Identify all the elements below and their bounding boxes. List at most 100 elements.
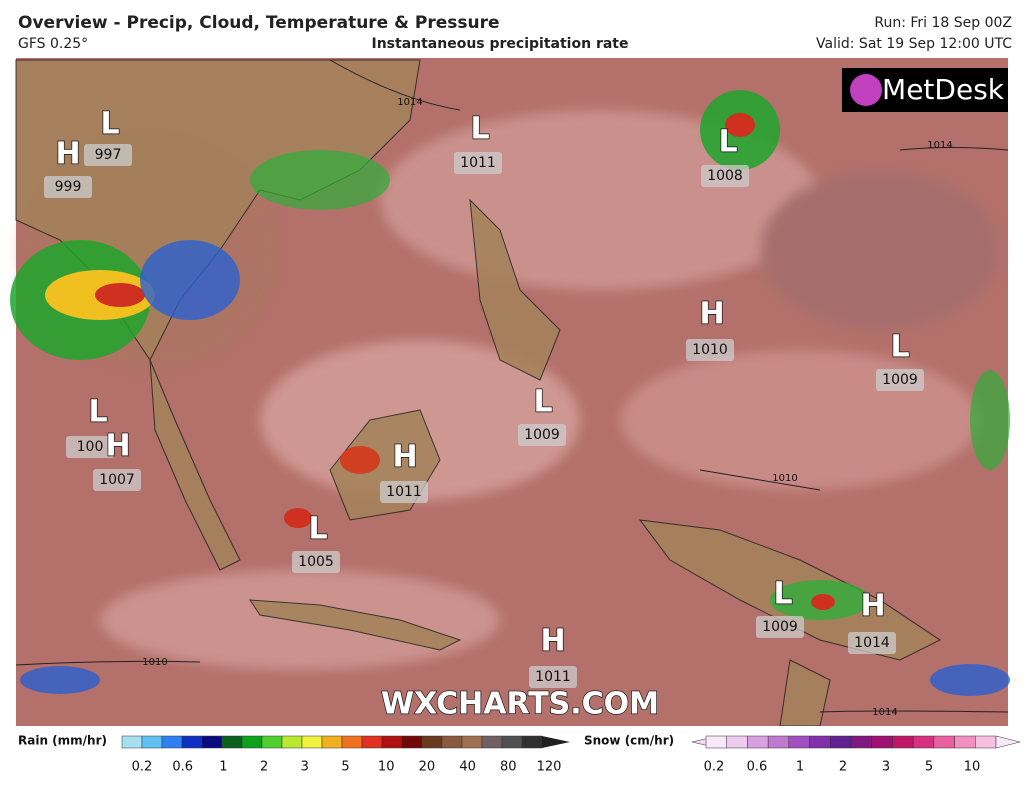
- snow-swatch: [892, 735, 914, 749]
- pressure-symbol: H: [105, 429, 130, 464]
- pressure-value: 1007: [99, 472, 135, 488]
- rain-swatch: [281, 735, 303, 749]
- pressure-symbol: L: [308, 512, 327, 547]
- rain-tick-label: 2: [260, 760, 268, 775]
- pressure-symbol: H: [392, 440, 417, 475]
- pressure-value: 100: [77, 439, 104, 455]
- pressure-value: 1011: [460, 155, 496, 171]
- pressure-symbol: L: [718, 125, 737, 160]
- pressure-label-box: [876, 369, 924, 391]
- snow-swatch: [788, 735, 810, 749]
- rain-tick-label: 10: [378, 760, 395, 775]
- rain-tick-label: 40: [459, 760, 476, 775]
- rain-swatch: [441, 735, 463, 749]
- rain-swatch: [381, 735, 403, 749]
- rain-tick-label: 80: [500, 760, 517, 775]
- pressure-symbol: H: [699, 297, 724, 332]
- pressure-label-box: [848, 632, 896, 654]
- rain-tick-label: 0.2: [132, 760, 153, 775]
- snow-tick-label: 0.6: [747, 760, 768, 775]
- subtitle: Instantaneous precipitation rate: [372, 36, 629, 52]
- pressure-value: 1009: [762, 619, 798, 635]
- rain-swatch: [141, 735, 163, 749]
- watermark: WXCHARTS.COM: [381, 687, 659, 722]
- snow-swatch: [954, 735, 976, 749]
- pressure-symbol: H: [540, 624, 565, 659]
- rain-swatch: [481, 735, 503, 749]
- logo-text: MetDesk: [882, 73, 1005, 106]
- rain-swatch: [201, 735, 223, 749]
- rain-swatch: [241, 735, 263, 749]
- rain-arrow: [542, 736, 570, 748]
- snow-swatch: [912, 735, 935, 749]
- map-area: [10, 58, 1010, 727]
- rain-swatch: [401, 735, 423, 749]
- title: Overview - Precip, Cloud, Temperature & …: [18, 13, 500, 33]
- pressure-value: 1011: [386, 484, 422, 500]
- snow-tick-label: 5: [925, 760, 933, 775]
- model: GFS 0.25°: [18, 36, 88, 52]
- rain-swatch: [181, 735, 203, 749]
- run: Run: Fri 18 Sep 00Z: [874, 15, 1012, 31]
- rain-swatch: [501, 735, 523, 749]
- pressure-symbol: L: [470, 112, 489, 147]
- isobar-label: 1014: [927, 140, 952, 151]
- isobars: [15, 59, 1009, 713]
- pressure-value: 1009: [882, 372, 918, 388]
- rain-swatch: [161, 735, 183, 749]
- rain-swatch: [261, 735, 283, 749]
- rain-swatch: [321, 735, 343, 749]
- pressure-value: 999: [55, 179, 82, 195]
- snow-swatch: [850, 735, 872, 749]
- snow-swatch: [809, 735, 831, 749]
- pressure-symbol: L: [533, 385, 552, 420]
- pressure-label-box: [380, 481, 428, 503]
- rain-tick-label: 3: [301, 760, 309, 775]
- snow-swatch: [933, 735, 955, 749]
- rain-tick-label: 1: [219, 760, 227, 775]
- rain-tick-label: 0.6: [172, 760, 193, 775]
- snow-tick-label: 1: [796, 760, 804, 775]
- snow-swatch: [747, 735, 769, 749]
- snow-arrow-end: [995, 735, 1021, 749]
- pressure-label-box: [93, 469, 141, 491]
- snow-tick-label: 3: [882, 760, 890, 775]
- rain-swatch: [341, 735, 363, 749]
- rain-swatch: [301, 735, 323, 749]
- pressure-label-box: [84, 144, 132, 166]
- pressure-symbol: L: [773, 577, 792, 612]
- precipitation: [10, 90, 1010, 696]
- pressure-label-box: [686, 339, 734, 361]
- snow-swatch: [830, 735, 852, 749]
- pressure-label-box: [44, 176, 92, 198]
- pressure-value: 1008: [707, 168, 743, 184]
- pressure-label-box: [454, 152, 502, 174]
- snow-legend-title: Snow (cm/hr): [584, 734, 674, 748]
- snow-swatch: [705, 735, 727, 749]
- snow-tick-label: 10: [964, 760, 981, 775]
- isobar-label: 1014: [397, 97, 422, 108]
- snow-swatch: [975, 735, 997, 749]
- rain-tick-label: 120: [537, 760, 562, 775]
- snow-tick-label: 2: [839, 760, 847, 775]
- rain-swatch: [461, 735, 483, 749]
- pressure-value: 1009: [524, 427, 560, 443]
- pressure-value: 997: [95, 147, 122, 163]
- pressure-value: 1010: [692, 342, 728, 358]
- pressure-symbol: H: [860, 589, 885, 624]
- pressure-label-box: [292, 551, 340, 573]
- rain-swatch: [421, 735, 443, 749]
- rain-swatch: [121, 735, 143, 749]
- isobar-label: 1014: [872, 707, 897, 718]
- pressure-value: 1005: [298, 554, 334, 570]
- isobar-label: 1010: [772, 473, 797, 484]
- pressure-label-box: [756, 616, 804, 638]
- snow-swatch: [726, 735, 748, 749]
- snow-swatch: [871, 735, 893, 749]
- rain-swatch: [361, 735, 383, 749]
- rain-swatch: [521, 735, 543, 749]
- snow-tick-label: 0.2: [704, 760, 725, 775]
- pressure-value: 1014: [854, 635, 890, 651]
